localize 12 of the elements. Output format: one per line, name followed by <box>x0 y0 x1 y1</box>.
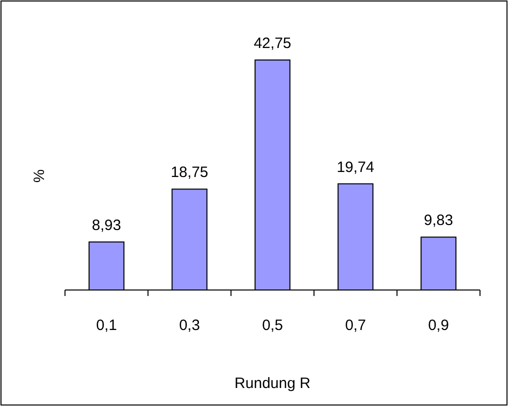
x-tick-label: 0,7 <box>345 317 366 334</box>
y-axis-title: % <box>31 169 48 183</box>
data-label: 42,75 <box>254 35 292 52</box>
data-label: 18,75 <box>170 164 208 182</box>
x-tick-label: 0,1 <box>96 317 117 334</box>
x-tick-label: 0,9 <box>428 317 449 334</box>
x-axis-title: Rundung R <box>234 375 311 392</box>
data-label: 8,93 <box>92 216 122 234</box>
data-label: 9,83 <box>424 212 454 230</box>
data-label: 19,74 <box>336 158 374 176</box>
x-tick-label: 0,3 <box>179 317 200 334</box>
x-tick-label: 0,5 <box>262 317 283 334</box>
